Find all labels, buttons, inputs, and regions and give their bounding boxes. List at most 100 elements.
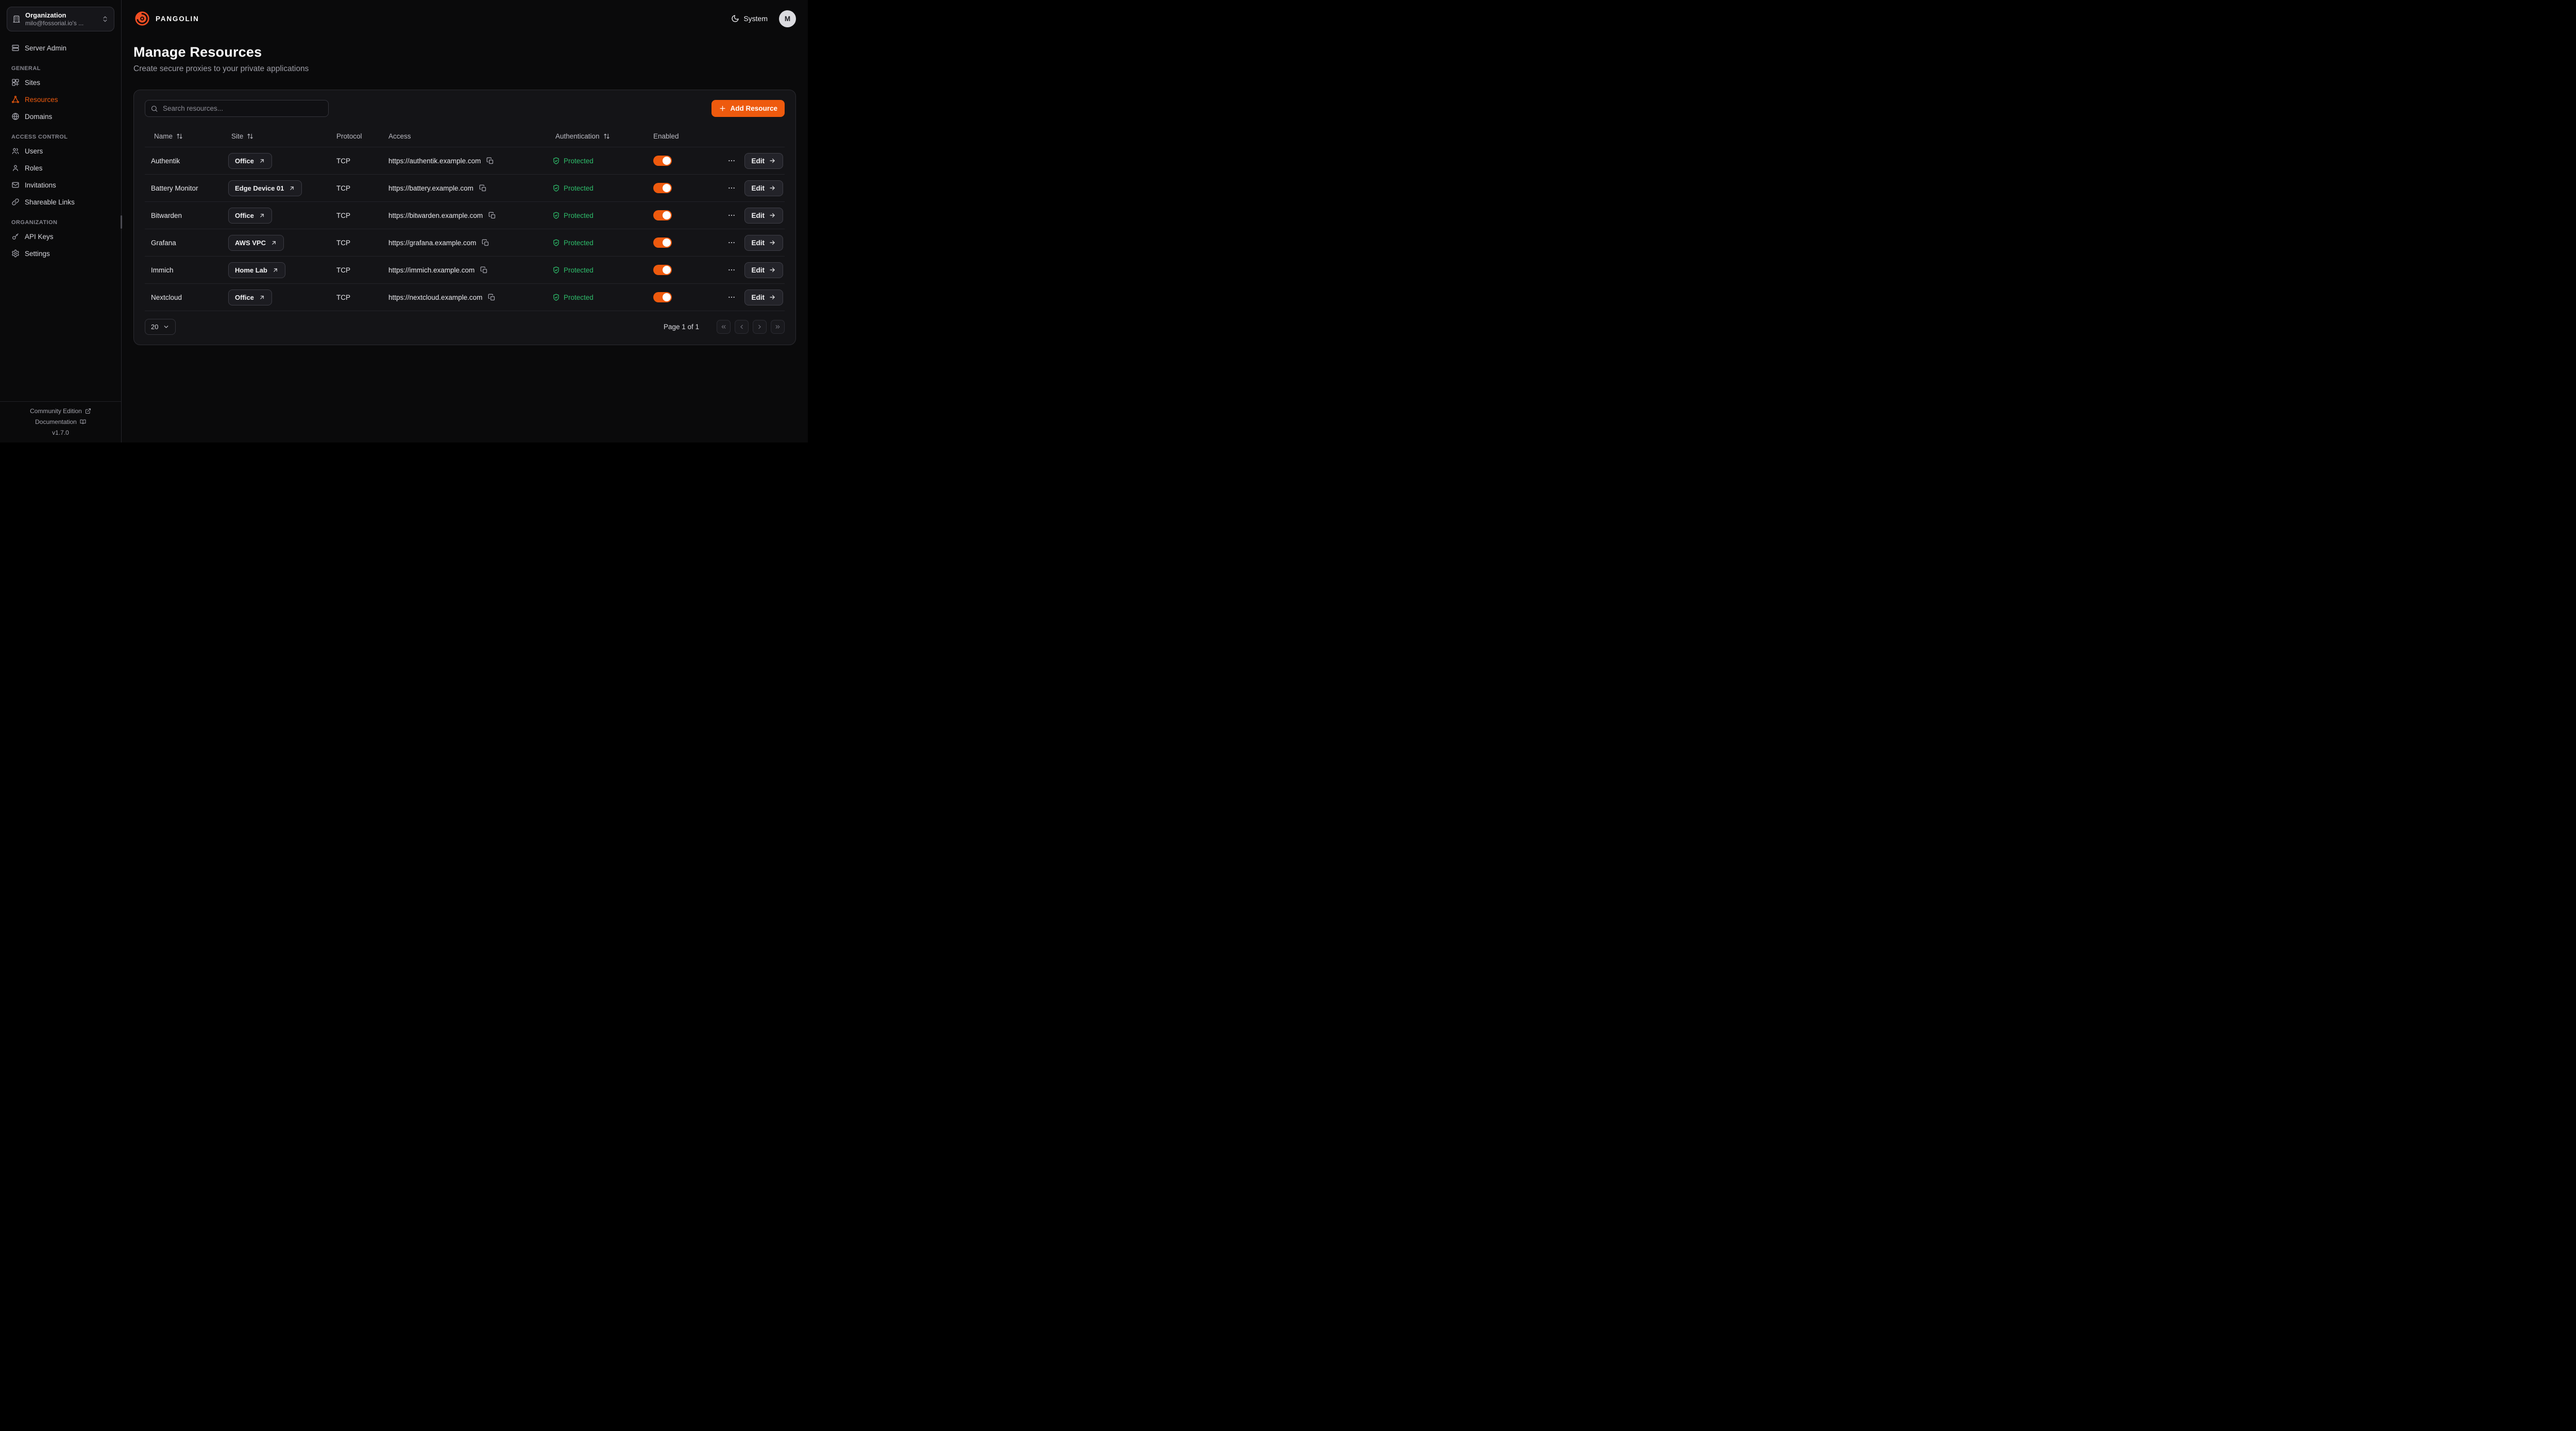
edit-button[interactable]: Edit (744, 180, 783, 196)
documentation-link[interactable]: Documentation (7, 418, 114, 425)
resource-name: Bitwarden (151, 211, 182, 219)
brand-name: PANGOLIN (156, 14, 199, 23)
table-row: Nextcloud Office TCP https://nextcloud.e… (145, 283, 785, 311)
page-title: Manage Resources (133, 44, 262, 60)
access-url: https://grafana.example.com (388, 238, 477, 247)
edit-button[interactable]: Edit (744, 207, 783, 224)
resource-name: Grafana (151, 238, 176, 247)
sidebar-item-sites[interactable]: Sites (8, 74, 113, 91)
brand[interactable]: PANGOLIN (133, 10, 199, 27)
copy-url-button[interactable] (478, 183, 488, 193)
site-link-button[interactable]: Edge Device 01 (228, 180, 302, 196)
edit-button[interactable]: Edit (744, 234, 783, 251)
chevron-down-icon (164, 326, 168, 328)
edit-label: Edit (751, 266, 765, 274)
sidebar-item-roles[interactable]: Roles (8, 160, 113, 176)
org-selector[interactable]: Organization milo@fossorial.io's ... (7, 7, 114, 31)
sidebar-resize-handle[interactable] (121, 215, 122, 229)
sidebar-item-invitations[interactable]: Invitations (8, 177, 113, 193)
enabled-toggle[interactable] (653, 183, 672, 193)
edit-button[interactable]: Edit (744, 289, 783, 305)
row-menu-button[interactable] (725, 155, 738, 167)
first-page-button[interactable] (717, 320, 731, 334)
section-title-organization: ORGANIZATION (11, 219, 58, 226)
copy-url-button[interactable] (479, 265, 489, 275)
site-link-button[interactable]: Office (228, 207, 272, 224)
column-enabled: Enabled (653, 132, 679, 140)
auth-label: Protected (564, 293, 594, 301)
sidebar-item-settings[interactable]: Settings (8, 245, 113, 262)
theme-toggle[interactable]: System (731, 14, 768, 23)
site-link-button[interactable]: AWS VPC (228, 234, 284, 251)
main-content: PANGOLIN System M Manage Resources Creat… (122, 0, 808, 442)
resource-name: Battery Monitor (151, 184, 198, 192)
add-resource-button[interactable]: Add Resource (711, 100, 785, 117)
theme-label: System (743, 14, 768, 23)
ellipsis-icon (728, 214, 735, 216)
site-link-button[interactable]: Office (228, 289, 272, 305)
community-edition-link[interactable]: Community Edition (7, 407, 114, 415)
edit-button[interactable]: Edit (744, 152, 783, 169)
sidebar-item-resources[interactable]: Resources (8, 91, 113, 108)
ellipsis-icon (728, 296, 735, 298)
shield-check-icon (553, 157, 559, 164)
enabled-toggle[interactable] (653, 237, 672, 248)
enabled-toggle[interactable] (653, 292, 672, 302)
sidebar-item-label: Domains (25, 112, 53, 121)
copy-url-button[interactable] (487, 211, 497, 220)
link-icon (12, 198, 19, 206)
pagination: Page 1 of 1 (664, 320, 785, 334)
waypoints-icon (12, 96, 19, 103)
community-edition-label: Community Edition (30, 407, 82, 415)
sort-name-button[interactable]: Name (151, 132, 186, 140)
edit-button[interactable]: Edit (744, 262, 783, 278)
copy-icon (488, 212, 496, 218)
sort-site-button[interactable]: Site (228, 132, 257, 140)
sidebar-item-label: API Keys (25, 232, 54, 241)
copy-icon (482, 239, 489, 246)
arrow-right-icon (770, 158, 775, 163)
avatar[interactable]: M (779, 10, 796, 27)
sort-icon (603, 133, 609, 139)
row-menu-button[interactable] (725, 236, 738, 249)
row-menu-button[interactable] (725, 291, 738, 303)
arrow-right-icon (770, 267, 775, 272)
row-menu-button[interactable] (725, 264, 738, 276)
sort-authentication-button[interactable]: Authentication (552, 132, 613, 140)
sidebar-item-domains[interactable]: Domains (8, 108, 113, 125)
sidebar-item-shareable-links[interactable]: Shareable Links (8, 194, 113, 210)
site-link-button[interactable]: Office (228, 152, 272, 169)
arrow-up-right-icon (260, 159, 264, 163)
page-info: Page 1 of 1 (663, 323, 699, 331)
page-size-select[interactable]: 20 (145, 319, 176, 335)
edit-label: Edit (751, 238, 765, 247)
enabled-toggle[interactable] (653, 210, 672, 220)
external-link-icon (85, 408, 91, 414)
gear-icon (12, 249, 19, 258)
protocol-value: TCP (336, 293, 350, 301)
enabled-toggle[interactable] (653, 156, 672, 166)
next-page-button[interactable] (753, 320, 767, 334)
prev-page-button[interactable] (735, 320, 749, 334)
copy-icon (488, 294, 495, 300)
site-name: Office (235, 211, 254, 219)
column-protocol: Protocol (336, 132, 362, 140)
chevron-right-icon (758, 325, 761, 329)
globe-icon (12, 113, 19, 120)
last-page-button[interactable] (771, 320, 785, 334)
sidebar-item-api-keys[interactable]: API Keys (8, 228, 113, 245)
row-menu-button[interactable] (725, 209, 738, 222)
chevron-left-icon (740, 325, 743, 329)
sidebar-item-server-admin[interactable]: Server Admin (8, 40, 113, 56)
copy-url-button[interactable] (487, 293, 497, 302)
add-resource-label: Add Resource (730, 105, 777, 112)
copy-url-button[interactable] (481, 238, 490, 248)
ellipsis-icon (728, 160, 735, 162)
copy-url-button[interactable] (485, 156, 495, 166)
resources-card: Add Resource Name Site (133, 90, 796, 345)
sidebar-item-users[interactable]: Users (8, 143, 113, 159)
enabled-toggle[interactable] (653, 265, 672, 275)
row-menu-button[interactable] (725, 182, 738, 194)
search-input[interactable] (145, 100, 329, 117)
site-link-button[interactable]: Home Lab (228, 262, 285, 278)
